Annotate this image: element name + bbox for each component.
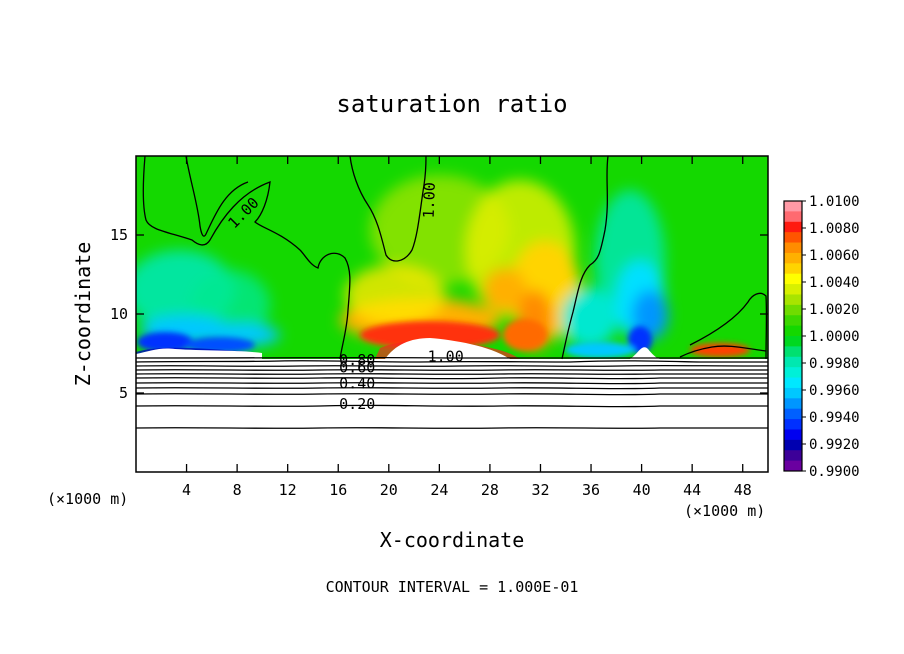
colorbar-swatch xyxy=(784,377,802,389)
x-tick-label: 44 xyxy=(683,481,701,499)
colorbar-swatch xyxy=(784,429,802,441)
field-blob xyxy=(345,265,445,325)
colorbar-swatch xyxy=(784,336,802,347)
colorbar-label: 1.0060 xyxy=(809,248,860,264)
contour-label: 0.80 xyxy=(339,351,375,369)
x-axis-label: X-coordinate xyxy=(380,528,525,552)
colorbar-swatch xyxy=(784,387,802,399)
colorbar-swatch xyxy=(784,367,802,378)
contour-line xyxy=(136,364,768,367)
contour-line xyxy=(136,393,768,396)
colorbar-swatch xyxy=(784,273,802,285)
contour-line xyxy=(679,345,767,358)
colorbar-swatch xyxy=(784,242,802,254)
x-tick-label: 48 xyxy=(734,481,752,499)
contour-label: 0.20 xyxy=(339,395,375,413)
y-tick-label: 10 xyxy=(110,305,128,323)
x-tick-label: 24 xyxy=(430,481,448,499)
y-tick-label: 15 xyxy=(110,226,128,244)
colorbar-swatch xyxy=(784,294,802,306)
x-tick-label: 20 xyxy=(380,481,398,499)
colorbar-swatch xyxy=(784,201,802,212)
colorbar-label: 1.0020 xyxy=(809,302,860,318)
colorbar-swatch xyxy=(784,408,802,420)
contour-line xyxy=(185,156,249,237)
colorbar-swatch xyxy=(784,284,802,295)
field-blob xyxy=(628,326,652,354)
field-blob xyxy=(360,321,500,349)
colorbar-label: 0.9940 xyxy=(809,410,860,426)
contour-line xyxy=(349,156,427,262)
x-ticks: 4 8 12 16 20 24 28 32 36 40 44 48 xyxy=(182,156,752,499)
colorbar-swatch xyxy=(784,439,802,451)
contour-line xyxy=(142,156,351,360)
colorbar-swatch xyxy=(784,356,802,368)
x-tick-label: 16 xyxy=(329,481,347,499)
colorbar-swatch xyxy=(784,263,802,275)
colorbar-swatch xyxy=(784,211,802,223)
contour-line xyxy=(136,387,768,390)
x-tick-label: 40 xyxy=(633,481,651,499)
contour-label: 0.60 xyxy=(339,359,375,377)
y-tick-label: 5 xyxy=(119,384,128,402)
colorbar-label: 0.9960 xyxy=(809,383,860,399)
field-upper xyxy=(136,156,768,359)
contour-line xyxy=(136,382,768,385)
x-unit-right: (×1000 m) xyxy=(684,502,765,520)
x-tick-label: 4 xyxy=(182,481,191,499)
colorbar-label: 1.0040 xyxy=(809,275,860,291)
chart-title: saturation ratio xyxy=(336,90,567,118)
contour-line xyxy=(136,377,768,380)
contour-line xyxy=(561,156,609,360)
colorbar-swatch xyxy=(784,419,802,430)
lower-white-region xyxy=(136,359,768,472)
footer-note: CONTOUR INTERVAL = 1.000E-01 xyxy=(326,578,579,596)
colorbar-swatch xyxy=(784,346,802,358)
colorbar-swatch xyxy=(784,304,802,316)
colorbar-swatch xyxy=(784,398,802,410)
contour-line xyxy=(136,427,768,429)
contour-line xyxy=(136,369,768,371)
contour-label: 1.00 xyxy=(420,182,439,219)
x-tick-label: 32 xyxy=(531,481,549,499)
x-unit-left: (×1000 m) xyxy=(47,490,128,508)
contour-label: 1.00 xyxy=(428,348,464,366)
colorbar-swatch xyxy=(784,221,802,233)
contour-line xyxy=(136,404,768,408)
colorbar: 1.0100 1.0080 1.0060 1.0040 1.0020 1.0000 0.99… xyxy=(783,194,860,480)
field-blob xyxy=(562,288,618,348)
cloud-free-white-zone xyxy=(136,338,660,359)
colorbar-label: 0.9920 xyxy=(809,437,860,453)
contour-label-layer: 1.00 1.001.000.800.600.400.20 xyxy=(224,182,464,413)
field-blob xyxy=(503,319,547,351)
x-tick-label: 28 xyxy=(481,481,499,499)
colorbar-label: 1.0000 xyxy=(809,329,860,345)
colorbar-swatch xyxy=(784,252,802,264)
colorbar-label: 0.9980 xyxy=(809,356,860,372)
colorbar-swatch xyxy=(784,232,802,243)
contour-line xyxy=(136,356,768,360)
colorbar-label: 0.9900 xyxy=(809,464,860,480)
contour-line xyxy=(136,373,768,375)
contour-line xyxy=(689,292,768,360)
field-blob xyxy=(137,332,193,352)
y-axis-label: Z-coordinate xyxy=(71,242,95,387)
plot-area: 1.00 1.001.000.800.600.400.20 xyxy=(136,156,768,472)
colorbar-swatch xyxy=(784,315,802,327)
colorbar-swatch xyxy=(784,450,802,462)
field-blob xyxy=(565,342,635,358)
y-ticks: 5 10 15 xyxy=(110,226,768,402)
x-tick-label: 36 xyxy=(582,481,600,499)
field-blob xyxy=(483,268,527,312)
colorbar-swatch xyxy=(784,325,802,337)
contour-line xyxy=(136,360,768,363)
colorbar-label: 1.0080 xyxy=(809,221,860,237)
colorbar-swatch xyxy=(784,460,802,472)
contour-label: 0.40 xyxy=(339,375,375,393)
x-tick-label: 12 xyxy=(279,481,297,499)
contour-lines xyxy=(136,156,768,429)
colorbar-label: 1.0100 xyxy=(809,194,860,210)
x-tick-label: 8 xyxy=(233,481,242,499)
